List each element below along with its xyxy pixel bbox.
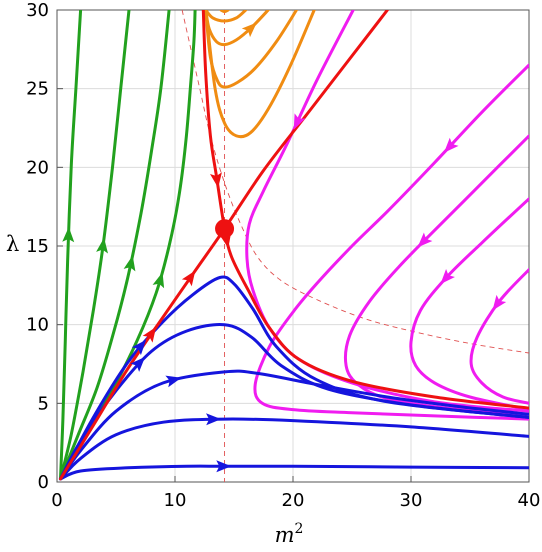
y-tick-label-5: 25	[26, 79, 49, 100]
magenta-flow-arrow-10-0	[417, 232, 433, 248]
red-flow-arrow-19-0	[142, 326, 157, 343]
tick-labels: 0 10 20 30 40 0 5 10 15 20 25 30	[26, 0, 540, 511]
flow-arrows	[62, 22, 507, 473]
blue-flow-arrow-17-0	[130, 356, 146, 372]
blue-flow-arrow-14-0	[216, 460, 232, 473]
x-tick-label-3: 30	[400, 490, 423, 511]
orange-flow-line-6	[204, 10, 270, 47]
y-tick-label-1: 5	[38, 393, 49, 414]
blue-flow-line-14	[59, 464, 529, 481]
magenta-flow-arrow-12-0	[293, 113, 306, 130]
blue-flow-arrow-16-0	[165, 375, 182, 388]
blue-flow-line-16	[59, 369, 529, 481]
fixed-point-layer	[215, 219, 235, 239]
orange-flow-line-4	[204, 10, 316, 139]
reference-dashed-curve-1	[181, 10, 529, 354]
y-tick-label-3: 15	[26, 236, 49, 257]
blue-flow-arrow-15-0	[206, 413, 222, 426]
green-flow-line-2	[59, 10, 171, 481]
magenta-flow-arrow-11-0	[440, 268, 455, 285]
green-flow-arrow-3-0	[152, 272, 165, 289]
magenta-flow-arrow-13-0	[492, 294, 507, 311]
red-flow-line-19	[59, 10, 389, 481]
y-tick-label-2: 10	[26, 315, 49, 336]
y-tick-label-4: 20	[26, 157, 49, 178]
green-flow-arrow-0-0	[62, 227, 75, 243]
blue-flow-line-18	[59, 275, 529, 481]
red-flow-arrow-19-1	[181, 270, 196, 287]
orange-flow-line-5	[204, 10, 298, 89]
magenta-flow-arrow-9-0	[443, 137, 459, 153]
x-tick-label-0: 0	[51, 490, 62, 511]
orange-flow-arrow-6-0	[241, 22, 257, 38]
magenta-flow-line-10	[344, 134, 529, 416]
reference-lines	[181, 10, 529, 482]
orange-flow-line-7	[204, 10, 248, 23]
blue-flow-line-15	[59, 417, 529, 481]
magenta-flow-line-9	[253, 63, 529, 421]
fixed-point-marker	[215, 219, 235, 239]
y-tick-label-6: 30	[26, 0, 49, 21]
plot-frame	[56, 9, 530, 483]
y-axis-label: λ	[6, 232, 19, 256]
x-axis-label: m2	[275, 521, 304, 547]
red-flow-line-20	[201, 10, 529, 410]
x-tick-label-1: 10	[164, 490, 187, 511]
green-flow-arrow-2-0	[123, 255, 136, 272]
green-flow-line-0	[59, 10, 83, 481]
red-flow-arrow-20-0	[210, 172, 222, 188]
x-tick-label-2: 20	[282, 490, 305, 511]
magenta-flow-line-13	[469, 268, 529, 405]
green-flow-arrow-1-0	[96, 237, 109, 254]
x-tick-label-4: 40	[518, 490, 541, 511]
green-flow-line-1	[59, 10, 131, 481]
y-tick-label-0: 0	[38, 472, 49, 493]
magenta-flow-line-11	[409, 197, 529, 412]
orange-flow-line-8	[219, 10, 230, 14]
blue-flow-arrow-18-0	[131, 339, 147, 356]
flow-curves	[59, 10, 529, 481]
